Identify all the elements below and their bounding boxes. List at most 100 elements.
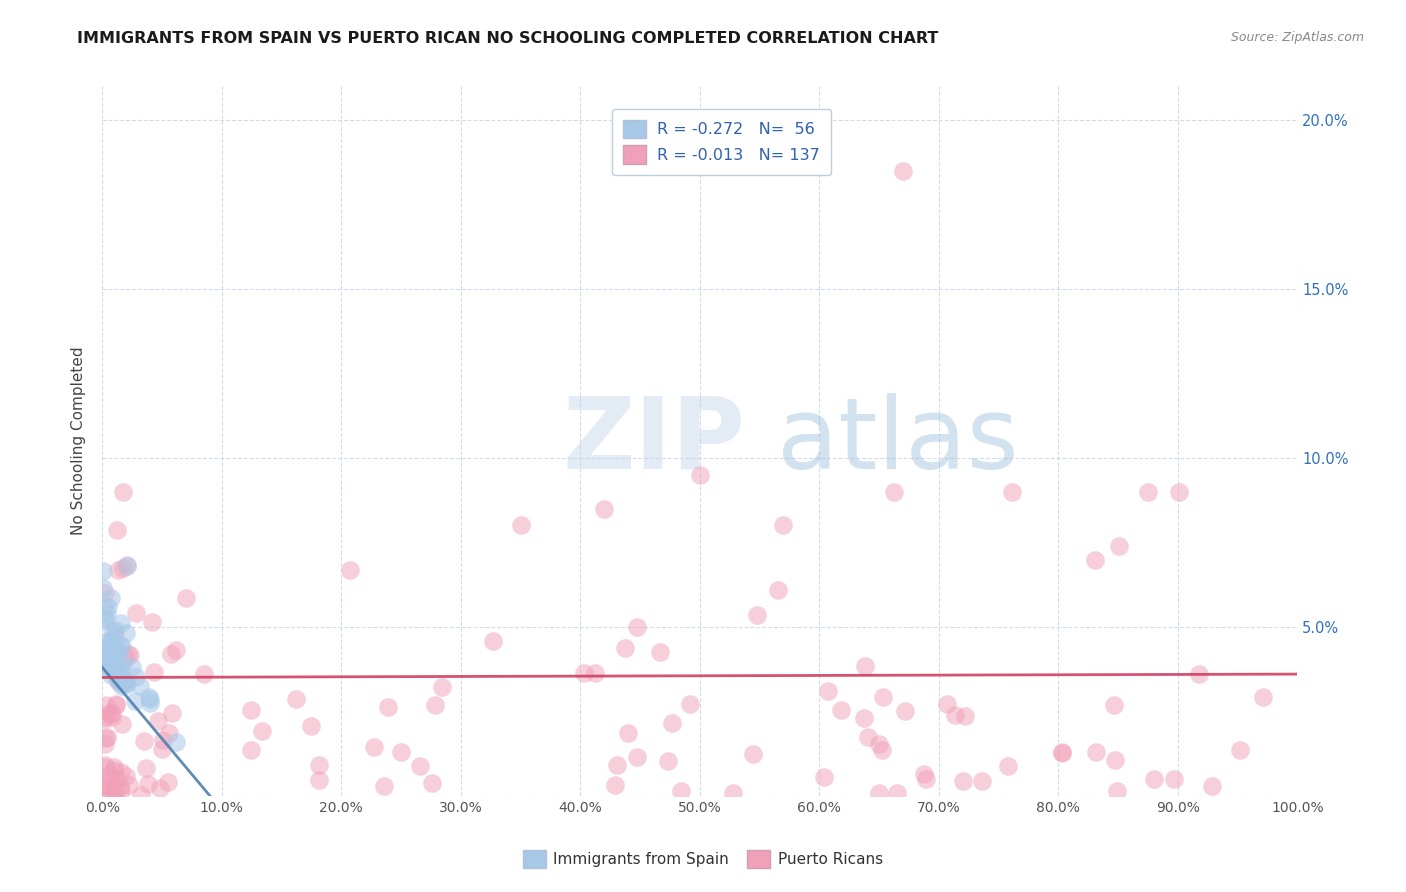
Point	[139, 696, 162, 710]
Point	[101, 641, 124, 656]
Point	[105, 698, 128, 712]
Point	[125, 670, 148, 684]
Point	[118, 778, 141, 792]
Point	[93, 760, 115, 774]
Point	[107, 646, 129, 660]
Point	[891, 163, 914, 178]
Point	[107, 563, 129, 577]
Point	[339, 563, 361, 577]
Point	[1104, 698, 1126, 712]
Point	[101, 624, 124, 639]
Text: ZIP: ZIP	[562, 392, 745, 490]
Point	[1050, 746, 1073, 760]
Point	[139, 691, 162, 706]
Point	[105, 524, 128, 538]
Point	[131, 789, 153, 803]
Point	[363, 740, 385, 755]
Point	[593, 501, 616, 516]
Legend: R = -0.272   N=  56, R = -0.013   N= 137: R = -0.272 N= 56, R = -0.013 N= 137	[612, 109, 831, 175]
Point	[308, 773, 330, 788]
Point	[626, 750, 648, 764]
Point	[606, 758, 628, 772]
Point	[766, 583, 789, 598]
Text: atlas: atlas	[778, 392, 1019, 490]
Point	[107, 674, 129, 689]
Point	[103, 661, 125, 675]
Point	[853, 711, 876, 725]
Point	[160, 706, 183, 721]
Point	[111, 484, 134, 499]
Point	[110, 661, 132, 675]
Point	[96, 730, 118, 744]
Point	[1136, 484, 1159, 499]
Point	[150, 742, 173, 756]
Point	[605, 778, 627, 792]
Point	[103, 786, 125, 800]
Point	[114, 673, 136, 688]
Point	[997, 758, 1019, 772]
Point	[94, 780, 117, 794]
Point	[1107, 783, 1129, 797]
Point	[679, 698, 702, 712]
Legend: Immigrants from Spain, Puerto Ricans: Immigrants from Spain, Puerto Ricans	[517, 844, 889, 873]
Point	[108, 676, 131, 690]
Point	[152, 732, 174, 747]
Point	[93, 712, 115, 726]
Point	[93, 581, 115, 595]
Point	[93, 655, 115, 669]
Point	[912, 767, 935, 781]
Point	[110, 764, 132, 779]
Point	[915, 772, 938, 787]
Point	[742, 747, 765, 762]
Point	[142, 665, 165, 679]
Point	[157, 775, 180, 789]
Point	[93, 737, 115, 751]
Point	[1050, 746, 1073, 760]
Point	[165, 735, 187, 749]
Point	[110, 780, 132, 795]
Point	[93, 787, 115, 801]
Point	[104, 787, 127, 801]
Point	[115, 675, 138, 690]
Point	[103, 779, 125, 793]
Point	[104, 628, 127, 642]
Point	[284, 692, 307, 706]
Point	[117, 647, 139, 661]
Point	[853, 659, 876, 673]
Point	[93, 635, 115, 649]
Point	[872, 742, 894, 756]
Point	[94, 645, 117, 659]
Point	[93, 777, 115, 791]
Point	[1143, 772, 1166, 787]
Point	[952, 774, 974, 789]
Point	[745, 607, 768, 622]
Point	[894, 704, 917, 718]
Point	[138, 690, 160, 704]
Point	[93, 586, 115, 600]
Point	[94, 613, 117, 627]
Point	[100, 652, 122, 666]
Point	[93, 564, 115, 578]
Point	[1201, 780, 1223, 794]
Point	[98, 706, 121, 720]
Point	[98, 771, 121, 785]
Point	[107, 659, 129, 673]
Point	[868, 786, 890, 800]
Point	[953, 709, 976, 723]
Point	[1229, 743, 1251, 757]
Point	[93, 710, 115, 724]
Point	[94, 611, 117, 625]
Point	[509, 518, 531, 533]
Point	[817, 684, 839, 698]
Point	[149, 780, 172, 795]
Point	[160, 647, 183, 661]
Point	[1001, 484, 1024, 499]
Point	[299, 719, 322, 733]
Point	[830, 703, 852, 717]
Point	[572, 666, 595, 681]
Point	[101, 632, 124, 646]
Point	[136, 777, 159, 791]
Point	[101, 632, 124, 646]
Point	[100, 668, 122, 682]
Point	[669, 784, 692, 798]
